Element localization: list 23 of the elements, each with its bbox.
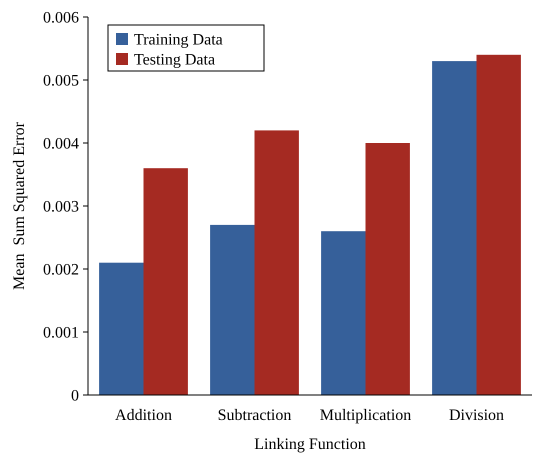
- x-tick-label: Multiplication: [320, 407, 412, 424]
- legend-label: Training Data: [134, 32, 223, 49]
- bar: [254, 130, 299, 395]
- bar: [321, 231, 366, 395]
- x-tick-label: Addition: [115, 407, 172, 424]
- x-tick-label: Division: [448, 407, 504, 424]
- x-tick-label: Subtraction: [218, 407, 292, 424]
- y-axis-title: Mean Sum Squared Error: [11, 121, 28, 290]
- y-tick-label: 0: [71, 388, 79, 405]
- y-tick-label: 0.006: [43, 10, 79, 27]
- bar: [99, 262, 144, 395]
- y-tick-label: 0.005: [43, 72, 79, 90]
- y-tick-label: 0.001: [43, 324, 79, 342]
- y-tick-label: 0.002: [43, 262, 79, 279]
- x-axis-title: Linking Function: [254, 436, 366, 453]
- bar: [476, 54, 521, 395]
- bar: [144, 168, 188, 395]
- bar: [432, 61, 476, 395]
- legend-label: Testing Data: [134, 52, 216, 69]
- y-tick-label: 0.003: [43, 198, 79, 216]
- bar: [366, 143, 410, 395]
- y-tick-label: 0.004: [43, 136, 79, 153]
- bar: [210, 224, 254, 395]
